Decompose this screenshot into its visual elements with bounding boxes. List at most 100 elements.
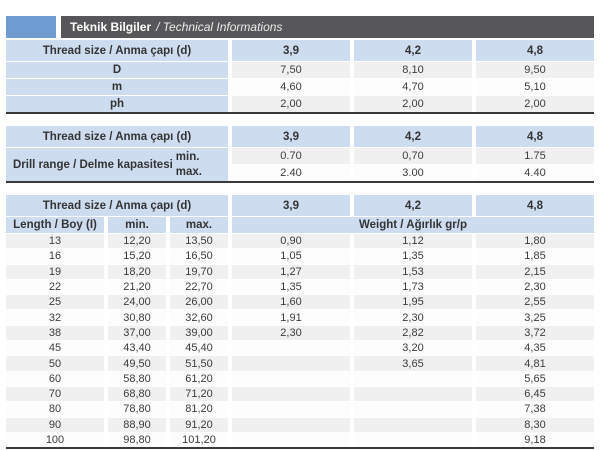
thread-size-value: 4,2 (354, 40, 472, 61)
min-header: min. (108, 217, 166, 233)
weight-cell: 1,80 (476, 234, 594, 249)
weight-cell: 1,60 (232, 295, 350, 310)
min-max-labels: min. max. (176, 150, 202, 180)
weight-cell: 0,90 (232, 234, 350, 249)
table-bottom-border (6, 181, 594, 183)
weight-cell (232, 371, 350, 386)
weight-cell: 3,20 (354, 341, 472, 356)
length-cell: 100 (6, 432, 104, 448)
min-cell: 58,80 (108, 371, 166, 386)
weight-cell: 5,65 (476, 371, 594, 386)
weight-cell (232, 356, 350, 371)
weight-cell: 1,35 (354, 249, 472, 264)
weight-cell (232, 402, 350, 417)
weight-cell (354, 386, 472, 402)
section-title-english: / Technical Informations (156, 20, 283, 34)
length-cell: 19 (6, 264, 104, 279)
min-cell: 88,90 (108, 417, 166, 432)
weight-cell: 1,85 (476, 249, 594, 264)
max-cell: 101,20 (170, 432, 228, 448)
thread-size-value: 3,9 (232, 195, 350, 216)
drill-min-value: 0,70 (354, 148, 472, 164)
min-cell: 15,20 (108, 249, 166, 264)
weight-cell: 2,82 (354, 325, 472, 341)
min-cell: 68,80 (108, 386, 166, 402)
weight-cell: 2,30 (354, 310, 472, 325)
thread-size-value: 4,2 (354, 126, 472, 147)
length-cell: 60 (6, 371, 104, 386)
param-label: D (6, 62, 228, 78)
max-cell: 32,60 (170, 310, 228, 325)
weight-cell: 1,73 (354, 279, 472, 295)
weight-cell (232, 341, 350, 356)
brand-accent-box (6, 16, 56, 38)
weight-cell: 3,25 (476, 310, 594, 325)
weight-cell: 1,53 (354, 264, 472, 279)
max-cell: 39,00 (170, 325, 228, 341)
drill-max-value: 3.00 (354, 165, 472, 181)
min-cell: 49,50 (108, 356, 166, 371)
min-label: min. (175, 150, 200, 163)
weight-cell: 1,05 (232, 249, 350, 264)
weight-cell: 4,81 (476, 356, 594, 371)
param-value: 2,00 (354, 96, 472, 112)
max-cell: 61,20 (170, 371, 228, 386)
length-cell: 25 (6, 295, 104, 310)
param-value: 4,70 (354, 79, 472, 95)
drill-range-label-cell: Drill range / Delme kapasitesi min. max. (6, 148, 228, 181)
weight-cell (354, 402, 472, 417)
weight-cell (232, 386, 350, 402)
drill-min-value: 0.70 (232, 148, 350, 164)
table-bottom-border (6, 112, 594, 114)
length-cell: 80 (6, 402, 104, 417)
dimensions-table: Thread size / Anma çapı (d) 3,9 4,2 4,8 … (6, 40, 594, 112)
param-value: 5,10 (476, 79, 594, 95)
param-value: 7,50 (232, 62, 350, 78)
length-cell: 13 (6, 234, 104, 249)
max-cell: 51,50 (170, 356, 228, 371)
thread-size-header-label: Thread size / Anma çapı (d) (6, 126, 228, 147)
min-cell: 18,20 (108, 264, 166, 279)
thread-size-value: 4,8 (476, 40, 594, 61)
thread-size-header-label: Thread size / Anma çapı (d) (6, 40, 228, 61)
max-cell: 22,70 (170, 279, 228, 295)
weight-header: Weight / Ağırlık gr/p (232, 217, 594, 233)
max-cell: 13,50 (170, 234, 228, 249)
min-cell: 43,40 (108, 341, 166, 356)
max-cell: 71,20 (170, 386, 228, 402)
min-cell: 21,20 (108, 279, 166, 295)
thread-size-value: 3,9 (232, 40, 350, 61)
weight-cell: 1,35 (232, 279, 350, 295)
weight-cell: 7,38 (476, 402, 594, 417)
length-cell: 32 (6, 310, 104, 325)
weight-cell: 1,95 (354, 295, 472, 310)
weight-cell (232, 432, 350, 448)
length-cell: 16 (6, 249, 104, 264)
weight-cell (354, 432, 472, 448)
max-cell: 91,20 (170, 417, 228, 432)
weight-cell: 2,15 (476, 264, 594, 279)
drill-max-value: 2.40 (232, 165, 350, 181)
min-cell: 37,00 (108, 325, 166, 341)
length-cell: 38 (6, 325, 104, 341)
max-cell: 26,00 (170, 295, 228, 310)
max-cell: 19,70 (170, 264, 228, 279)
weight-cell: 2,30 (232, 325, 350, 341)
table-bottom-border (6, 447, 594, 450)
min-cell: 24,00 (108, 295, 166, 310)
weight-cell (232, 417, 350, 432)
max-cell: 81,20 (170, 402, 228, 417)
weight-cell (354, 371, 472, 386)
weight-cell: 1,12 (354, 234, 472, 249)
weight-cell: 9,18 (476, 432, 594, 448)
min-cell: 98,80 (108, 432, 166, 448)
max-cell: 16,50 (170, 249, 228, 264)
length-cell: 50 (6, 356, 104, 371)
max-header: max. (170, 217, 228, 233)
weight-cell: 1,91 (232, 310, 350, 325)
param-value: 2,00 (476, 96, 594, 112)
length-header: Length / Boy (I) (6, 217, 104, 233)
section-title: Teknik Bilgiler / Technical Informations (61, 16, 594, 38)
weight-cell: 1,27 (232, 264, 350, 279)
